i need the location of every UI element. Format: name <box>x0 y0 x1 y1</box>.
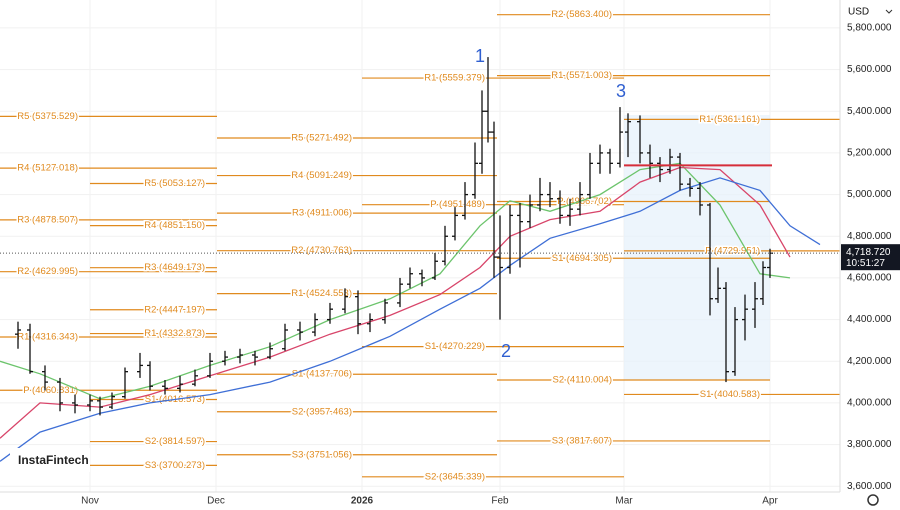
x-tick-label: 2026 <box>351 496 374 507</box>
y-tick-label: 5,000.000 <box>847 189 892 200</box>
last-price: 4,718.720 <box>846 247 891 258</box>
pivot-label: S1 (4270.229) <box>425 341 485 352</box>
pivot-label: S3 (3700.273) <box>145 460 205 471</box>
pivot-label: R2 (4447.197) <box>144 304 205 315</box>
y-tick-label: 4,000.000 <box>847 398 892 409</box>
y-tick-label: 5,600.000 <box>847 64 892 75</box>
pivot-label: R1 (4316.343) <box>17 332 78 343</box>
pivot-label: S3 (3751.056) <box>292 449 352 460</box>
x-tick-label: Nov <box>81 496 99 507</box>
dropdown-icon[interactable] <box>885 9 893 14</box>
pivot-label: R4 (5091.249) <box>291 170 352 181</box>
x-tick-label: Mar <box>615 496 633 507</box>
y-tick-label: 5,400.000 <box>847 106 892 117</box>
last-time: 10:51:27 <box>846 258 885 269</box>
currency[interactable]: USD <box>848 7 869 18</box>
y-tick-label: 4,600.000 <box>847 273 892 284</box>
pivot-label: S3 (3817.607) <box>552 435 612 446</box>
last-price-box <box>841 244 900 271</box>
pivot-label: R1 (5571.003) <box>551 70 612 81</box>
x-tick-label: Feb <box>491 496 509 507</box>
moving-average <box>0 162 791 400</box>
wave-label: 2 <box>501 341 511 361</box>
y-tick-label: 4,800.000 <box>847 231 892 242</box>
wave-label: 3 <box>616 81 626 101</box>
pivot-label: R3 (4911.006) <box>292 208 352 219</box>
pivot-label: R5 (5271.492) <box>291 133 352 144</box>
y-tick-label: 5,200.000 <box>847 148 892 159</box>
pivot-label: S1 (4040.583) <box>700 389 760 400</box>
pivot-label: S1 (4694.305) <box>552 253 612 264</box>
moving-average <box>0 177 821 462</box>
x-tick-label: Apr <box>762 496 778 507</box>
pivot-label: S2 (3814.597) <box>145 436 205 447</box>
range-box <box>624 115 770 380</box>
brand-box <box>10 448 90 472</box>
pivot-label: S2 (4110.004) <box>552 375 612 386</box>
pivot-label: R5 (5375.529) <box>17 111 78 122</box>
y-tick-label: 3,600.000 <box>847 481 892 492</box>
pivot-label: R1 (5559.379) <box>424 73 485 84</box>
y-tick-label: 5,800.000 <box>847 23 892 34</box>
pivot-label: R1 (4524.553) <box>291 288 352 299</box>
pivot-label: R2 (4629.995) <box>17 266 78 277</box>
pivot-label: R3 (4878.507) <box>17 214 78 225</box>
pivot-label: S2 (3645.339) <box>425 471 485 482</box>
pivot-label: S2 (3957.463) <box>292 406 352 417</box>
moving-average <box>0 166 791 439</box>
pivot-label: P (4951.489) <box>430 199 485 210</box>
pivot-label: P (4060.831) <box>23 385 78 396</box>
pivot-label: R1 (4332.873) <box>144 328 205 339</box>
pivot-label: R2 (5863.400) <box>551 9 612 20</box>
pivot-label: P (4966.702) <box>557 196 612 207</box>
pivot-label: S1 (4137.706) <box>292 369 352 380</box>
pivot-label: R5 (5053.127) <box>144 178 205 189</box>
y-tick-label: 3,800.000 <box>847 439 892 450</box>
pivot-label: R1 (5361.161) <box>699 114 760 125</box>
y-tick-label: 4,200.000 <box>847 356 892 367</box>
pivot-label: R4 (4851.150) <box>144 220 205 231</box>
y-tick-label: 4,400.000 <box>847 314 892 325</box>
pivot-label: R4 (5127.018) <box>17 163 78 174</box>
brand: InstaFintech <box>18 453 89 467</box>
settings-icon[interactable] <box>867 494 879 506</box>
x-tick-label: Dec <box>207 496 225 507</box>
pivot-label: R2 (4730.763) <box>291 245 352 256</box>
pivot-label: R3 (4649.173) <box>144 262 205 273</box>
wave-label: 1 <box>475 46 485 66</box>
pivot-label: P (4729.951) <box>705 245 760 256</box>
